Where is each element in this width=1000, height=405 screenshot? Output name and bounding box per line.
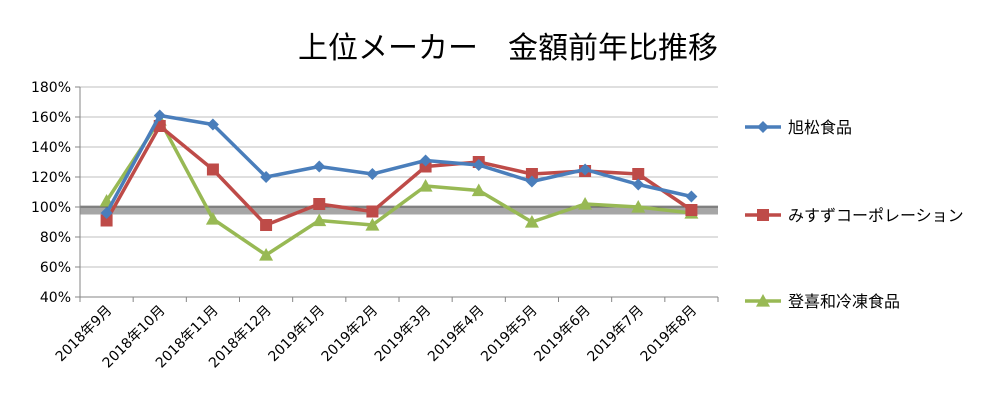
data-point-triangle: [578, 197, 593, 210]
series-layer: [99, 109, 699, 261]
reference-band-layer: [80, 205, 718, 215]
x-tick-label: 2019年2月: [319, 303, 382, 366]
data-point-square: [260, 219, 273, 231]
data-point-diamond: [260, 171, 273, 183]
y-tick-label: 80%: [40, 230, 71, 246]
legend-item: 登喜和冷凍食品: [745, 292, 900, 311]
data-point-diamond: [757, 121, 769, 133]
data-point-diamond: [366, 168, 379, 180]
gridlines: [80, 86, 718, 268]
data-point-square: [206, 163, 219, 176]
data-point-triangle: [312, 213, 327, 227]
y-tick-label: 60%: [40, 260, 71, 276]
data-point-diamond: [632, 178, 645, 191]
legend-item: 旭松食品: [745, 118, 852, 137]
data-point-diamond: [579, 163, 592, 176]
legend-label: みすずコーポレーション: [788, 206, 964, 225]
reference-band: [80, 205, 718, 215]
data-point-diamond: [153, 109, 166, 122]
data-point-square: [685, 204, 698, 216]
data-point-triangle: [205, 212, 220, 225]
data-point-square: [366, 205, 379, 218]
data-point-diamond: [100, 207, 113, 219]
legend-label: 旭松食品: [788, 118, 852, 137]
data-point-triangle: [259, 248, 274, 261]
data-point-square: [757, 209, 769, 221]
series: [100, 109, 698, 219]
data-point-square: [100, 214, 113, 227]
x-tick-label: 2019年3月: [372, 303, 435, 366]
y-tick-labels: 40% 60% 80% 100% 120% 140% 160% 180%: [31, 80, 71, 306]
data-point-triangle: [471, 183, 486, 197]
data-point-square: [632, 168, 645, 180]
data-point-diamond: [472, 159, 485, 171]
y-tick-label: 40%: [40, 290, 71, 306]
data-point-diamond: [206, 118, 219, 131]
legend-label: 登喜和冷凍食品: [788, 292, 900, 311]
y-tick-label: 100%: [31, 200, 71, 216]
x-tick-label: 2019年4月: [425, 303, 488, 366]
data-point-triangle: [418, 179, 433, 192]
data-point-triangle: [756, 294, 770, 307]
data-point-triangle: [631, 200, 646, 213]
y-tick-label: 180%: [31, 80, 71, 96]
data-point-diamond: [685, 190, 698, 203]
data-point-diamond: [525, 175, 538, 188]
data-point-triangle: [524, 215, 539, 228]
data-point-diamond: [419, 154, 432, 167]
data-point-diamond: [313, 160, 326, 173]
legend-item: みすずコーポレーション: [745, 206, 964, 225]
y-tick-label: 160%: [31, 110, 71, 126]
series-line: [105, 113, 692, 214]
series-line: [105, 118, 692, 257]
data-point-square: [525, 168, 538, 180]
y-tick-label: 120%: [31, 170, 71, 186]
axes: [75, 86, 719, 302]
x-tick-label: 2019年1月: [265, 303, 328, 366]
y-tick-label: 140%: [31, 140, 71, 156]
data-point-triangle: [365, 218, 380, 231]
chart-title: 上位メーカー 金額前年比推移: [298, 31, 718, 66]
data-point-square: [313, 198, 326, 210]
x-tick-labels: 2018年9月2018年10月2018年11月2018年12月2019年1月20…: [53, 303, 700, 372]
x-tick-label: 2019年5月: [478, 303, 541, 366]
x-tick-label: 2019年7月: [584, 303, 647, 366]
x-tick-label: 2019年6月: [531, 303, 594, 366]
x-tick-label: 2019年8月: [638, 303, 701, 366]
